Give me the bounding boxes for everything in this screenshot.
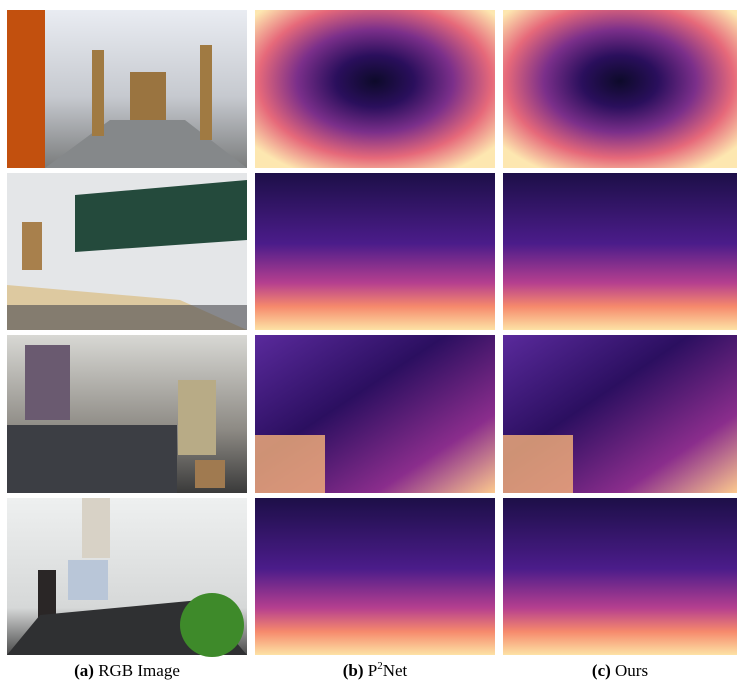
row-4 — [7, 498, 737, 657]
row-3 — [7, 335, 737, 493]
poster-wall — [25, 345, 70, 420]
plant — [180, 593, 244, 657]
depth-map — [503, 173, 737, 330]
floor — [7, 305, 247, 330]
door — [22, 222, 42, 270]
depth-map — [255, 173, 495, 330]
caption: (c) Ours — [592, 661, 648, 680]
caption: (b) P2Net — [343, 660, 408, 680]
desk — [68, 560, 108, 600]
caption-label: (c) — [592, 661, 611, 680]
depth-near — [503, 435, 573, 493]
wall — [7, 10, 45, 168]
row-2 — [7, 173, 737, 330]
depth-near — [255, 435, 325, 493]
caption: (a) RGB Image — [74, 661, 180, 680]
cabinet — [178, 380, 216, 455]
row-1 — [7, 10, 737, 168]
depth-map — [255, 10, 495, 168]
depth-map — [503, 10, 737, 168]
depth-map — [255, 498, 495, 655]
caption-sup: 2 — [377, 660, 383, 672]
shelf — [82, 498, 110, 558]
door — [130, 72, 166, 120]
caption-label: (a) — [74, 661, 94, 680]
door — [92, 50, 104, 136]
box — [195, 460, 225, 488]
door — [200, 45, 212, 140]
desk — [7, 425, 177, 493]
depth-map — [503, 498, 737, 655]
caption-label: (b) — [343, 661, 364, 680]
caption-text: Ours — [615, 661, 648, 680]
caption-text: P — [368, 661, 377, 680]
chair — [38, 570, 56, 625]
blackboard — [75, 180, 247, 252]
caption-text: RGB Image — [98, 661, 180, 680]
caption-text: Net — [383, 661, 408, 680]
